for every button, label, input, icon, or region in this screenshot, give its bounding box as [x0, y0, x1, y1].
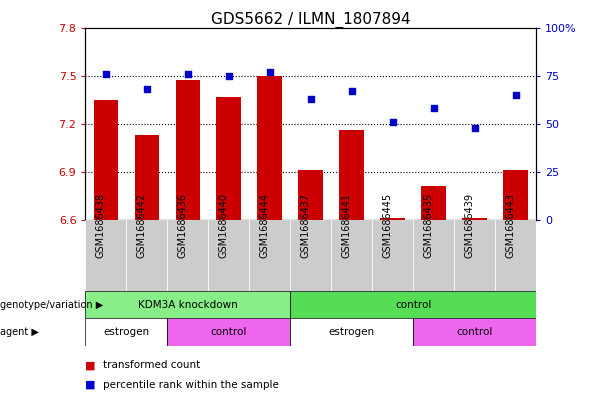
Bar [167, 220, 209, 291]
Bar [176, 81, 200, 220]
Bar [249, 220, 290, 291]
Bar [217, 97, 241, 220]
Point [265, 69, 274, 75]
Point [224, 72, 233, 79]
Bar [413, 318, 536, 346]
Bar [290, 220, 331, 291]
Bar [372, 220, 413, 291]
Point [101, 71, 111, 77]
Point [388, 119, 398, 125]
Text: ■: ■ [85, 360, 96, 371]
Text: GSM1686440: GSM1686440 [219, 193, 229, 258]
Bar [209, 220, 249, 291]
Title: GDS5662 / ILMN_1807894: GDS5662 / ILMN_1807894 [211, 11, 411, 28]
Text: genotype/variation ▶: genotype/variation ▶ [0, 299, 103, 310]
Text: control: control [211, 327, 247, 337]
Bar [290, 318, 413, 346]
Text: GSM1686443: GSM1686443 [505, 193, 515, 258]
Text: GSM1686445: GSM1686445 [383, 193, 393, 258]
Bar [331, 220, 372, 291]
Text: estrogen: estrogen [103, 327, 150, 337]
Bar [85, 291, 290, 318]
Bar [339, 130, 364, 220]
Text: GSM1686438: GSM1686438 [96, 193, 106, 258]
Bar [257, 75, 282, 220]
Point [511, 92, 520, 98]
Bar [290, 291, 536, 318]
Bar [495, 220, 536, 291]
Text: estrogen: estrogen [329, 327, 375, 337]
Text: GSM1686444: GSM1686444 [260, 193, 270, 258]
Bar [380, 219, 405, 220]
Bar [127, 220, 167, 291]
Point [142, 86, 151, 92]
Bar [94, 100, 118, 220]
Bar [85, 220, 127, 291]
Text: percentile rank within the sample: percentile rank within the sample [103, 380, 279, 390]
Bar [134, 135, 159, 220]
Text: agent ▶: agent ▶ [0, 327, 39, 337]
Bar [85, 318, 167, 346]
Text: GSM1686441: GSM1686441 [342, 193, 352, 258]
Bar [462, 219, 487, 220]
Text: GSM1686437: GSM1686437 [301, 193, 311, 258]
Point [306, 95, 316, 102]
Text: GSM1686439: GSM1686439 [465, 193, 475, 258]
Point [470, 125, 479, 131]
Text: KDM3A knockdown: KDM3A knockdown [138, 299, 238, 310]
Bar [503, 170, 528, 220]
Text: control: control [395, 299, 431, 310]
Point [429, 105, 438, 112]
Bar [413, 220, 454, 291]
Text: control: control [456, 327, 493, 337]
Bar [454, 220, 495, 291]
Text: GSM1686436: GSM1686436 [178, 193, 188, 258]
Text: GSM1686435: GSM1686435 [423, 193, 434, 258]
Bar [299, 170, 323, 220]
Text: GSM1686442: GSM1686442 [137, 193, 147, 258]
Text: transformed count: transformed count [103, 360, 200, 371]
Bar [167, 318, 290, 346]
Text: ■: ■ [85, 380, 96, 390]
Bar [421, 186, 446, 220]
Point [183, 71, 193, 77]
Point [347, 88, 356, 94]
